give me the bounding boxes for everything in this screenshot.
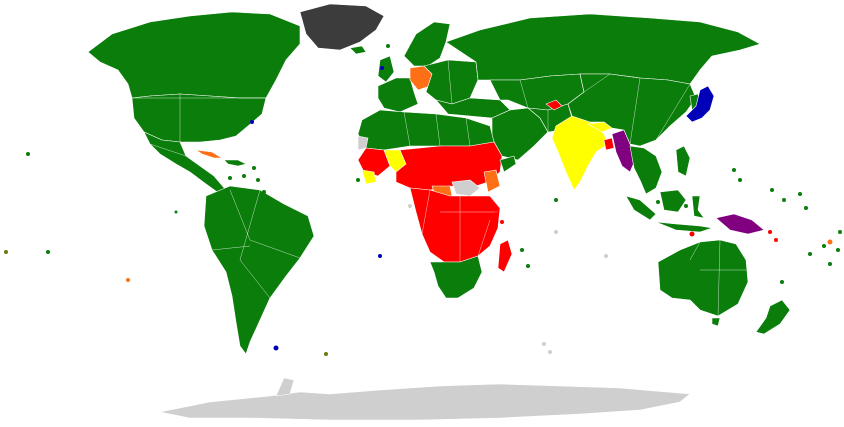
region-west-africa-coast-yellow bbox=[361, 169, 377, 185]
region-china-mongolia bbox=[567, 73, 697, 147]
region-tasmania bbox=[711, 317, 721, 327]
region-horn-green bbox=[499, 155, 517, 173]
region-ethiopia-gray bbox=[451, 179, 481, 197]
island-markers bbox=[4, 44, 842, 356]
region-iceland bbox=[349, 45, 367, 55]
region-sulawesi bbox=[691, 195, 705, 219]
region-greenland bbox=[299, 3, 385, 51]
region-taiwan-philippines bbox=[675, 145, 691, 177]
region-sumatra bbox=[625, 195, 657, 221]
region-alaska-canada bbox=[87, 11, 301, 99]
region-antarctica bbox=[159, 383, 691, 421]
region-new-zealand bbox=[755, 299, 791, 335]
region-central-southern-africa bbox=[409, 187, 501, 263]
region-australia bbox=[657, 239, 749, 317]
region-south-america bbox=[203, 185, 315, 355]
region-java-islands bbox=[655, 221, 713, 233]
region-japan bbox=[685, 85, 715, 123]
region-pakistan-red bbox=[545, 99, 563, 111]
region-southeast-asia bbox=[629, 145, 663, 195]
region-antarctic-peninsula bbox=[275, 377, 295, 397]
region-western-europe bbox=[377, 77, 419, 113]
region-southern-africa bbox=[429, 255, 483, 299]
region-caribbean-islands bbox=[223, 159, 247, 167]
region-bangladesh bbox=[603, 137, 615, 151]
border-lines bbox=[132, 59, 746, 317]
region-madagascar bbox=[497, 239, 513, 273]
region-cuba bbox=[195, 149, 223, 159]
region-borneo bbox=[659, 189, 687, 213]
region-somalia-orange bbox=[483, 169, 501, 193]
region-new-guinea bbox=[715, 213, 765, 235]
region-uk-ireland bbox=[377, 55, 395, 83]
